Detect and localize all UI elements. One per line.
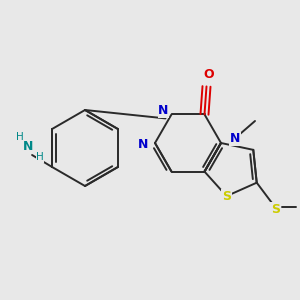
Text: H: H	[36, 152, 44, 162]
Text: N: N	[158, 104, 169, 117]
Text: H: H	[16, 132, 24, 142]
Text: S: S	[222, 190, 231, 202]
Text: N: N	[23, 140, 33, 154]
Text: N: N	[230, 133, 240, 146]
Text: O: O	[203, 68, 214, 81]
Text: S: S	[271, 202, 280, 216]
Text: N: N	[138, 139, 148, 152]
